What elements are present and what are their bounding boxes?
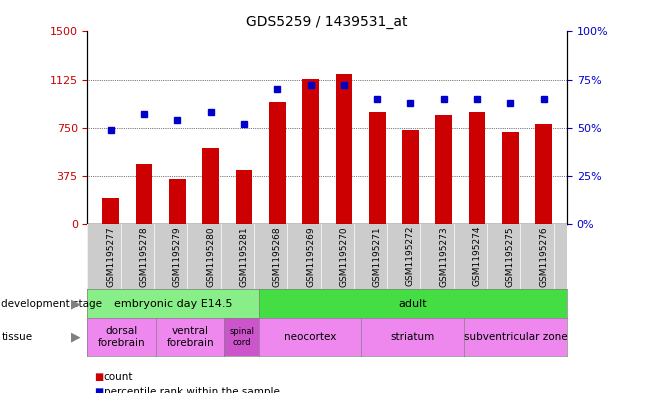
Text: ▶: ▶ bbox=[71, 331, 80, 343]
Text: GSM1195277: GSM1195277 bbox=[106, 226, 115, 286]
Text: GSM1195276: GSM1195276 bbox=[539, 226, 548, 286]
Text: adult: adult bbox=[399, 299, 427, 309]
Text: ventral
forebrain: ventral forebrain bbox=[167, 326, 214, 348]
Text: GSM1195273: GSM1195273 bbox=[439, 226, 448, 286]
Text: ■: ■ bbox=[94, 387, 103, 393]
Bar bbox=[369, 112, 386, 224]
Bar bbox=[435, 115, 452, 224]
Text: count: count bbox=[104, 373, 133, 382]
Bar bbox=[336, 74, 353, 224]
Text: tissue: tissue bbox=[1, 332, 32, 342]
Text: GSM1195268: GSM1195268 bbox=[273, 226, 282, 286]
Bar bbox=[469, 112, 485, 224]
Bar bbox=[102, 198, 119, 224]
Text: GSM1195275: GSM1195275 bbox=[506, 226, 515, 286]
Bar bbox=[502, 132, 518, 224]
Bar bbox=[302, 79, 319, 224]
Text: spinal
cord: spinal cord bbox=[229, 327, 254, 347]
Text: subventricular zone: subventricular zone bbox=[464, 332, 568, 342]
Bar bbox=[136, 163, 152, 224]
Text: GSM1195269: GSM1195269 bbox=[306, 226, 315, 286]
Text: ■: ■ bbox=[94, 373, 103, 382]
Text: embryonic day E14.5: embryonic day E14.5 bbox=[114, 299, 233, 309]
Text: striatum: striatum bbox=[391, 332, 435, 342]
Title: GDS5259 / 1439531_at: GDS5259 / 1439531_at bbox=[246, 15, 408, 29]
Text: dorsal
forebrain: dorsal forebrain bbox=[98, 326, 146, 348]
Text: ▶: ▶ bbox=[71, 297, 80, 310]
Bar bbox=[202, 148, 219, 224]
Bar bbox=[236, 170, 252, 224]
Text: GSM1195271: GSM1195271 bbox=[373, 226, 382, 286]
Text: GSM1195270: GSM1195270 bbox=[340, 226, 349, 286]
Bar bbox=[402, 130, 419, 224]
Text: GSM1195281: GSM1195281 bbox=[240, 226, 248, 286]
Text: GSM1195274: GSM1195274 bbox=[472, 226, 481, 286]
Bar bbox=[269, 102, 286, 224]
Text: GSM1195280: GSM1195280 bbox=[206, 226, 215, 286]
Text: GSM1195272: GSM1195272 bbox=[406, 226, 415, 286]
Text: development stage: development stage bbox=[1, 299, 102, 309]
Text: GSM1195278: GSM1195278 bbox=[139, 226, 148, 286]
Bar bbox=[169, 179, 186, 224]
Text: GSM1195279: GSM1195279 bbox=[173, 226, 182, 286]
Text: percentile rank within the sample: percentile rank within the sample bbox=[104, 387, 279, 393]
Text: neocortex: neocortex bbox=[284, 332, 336, 342]
Bar bbox=[535, 124, 552, 224]
